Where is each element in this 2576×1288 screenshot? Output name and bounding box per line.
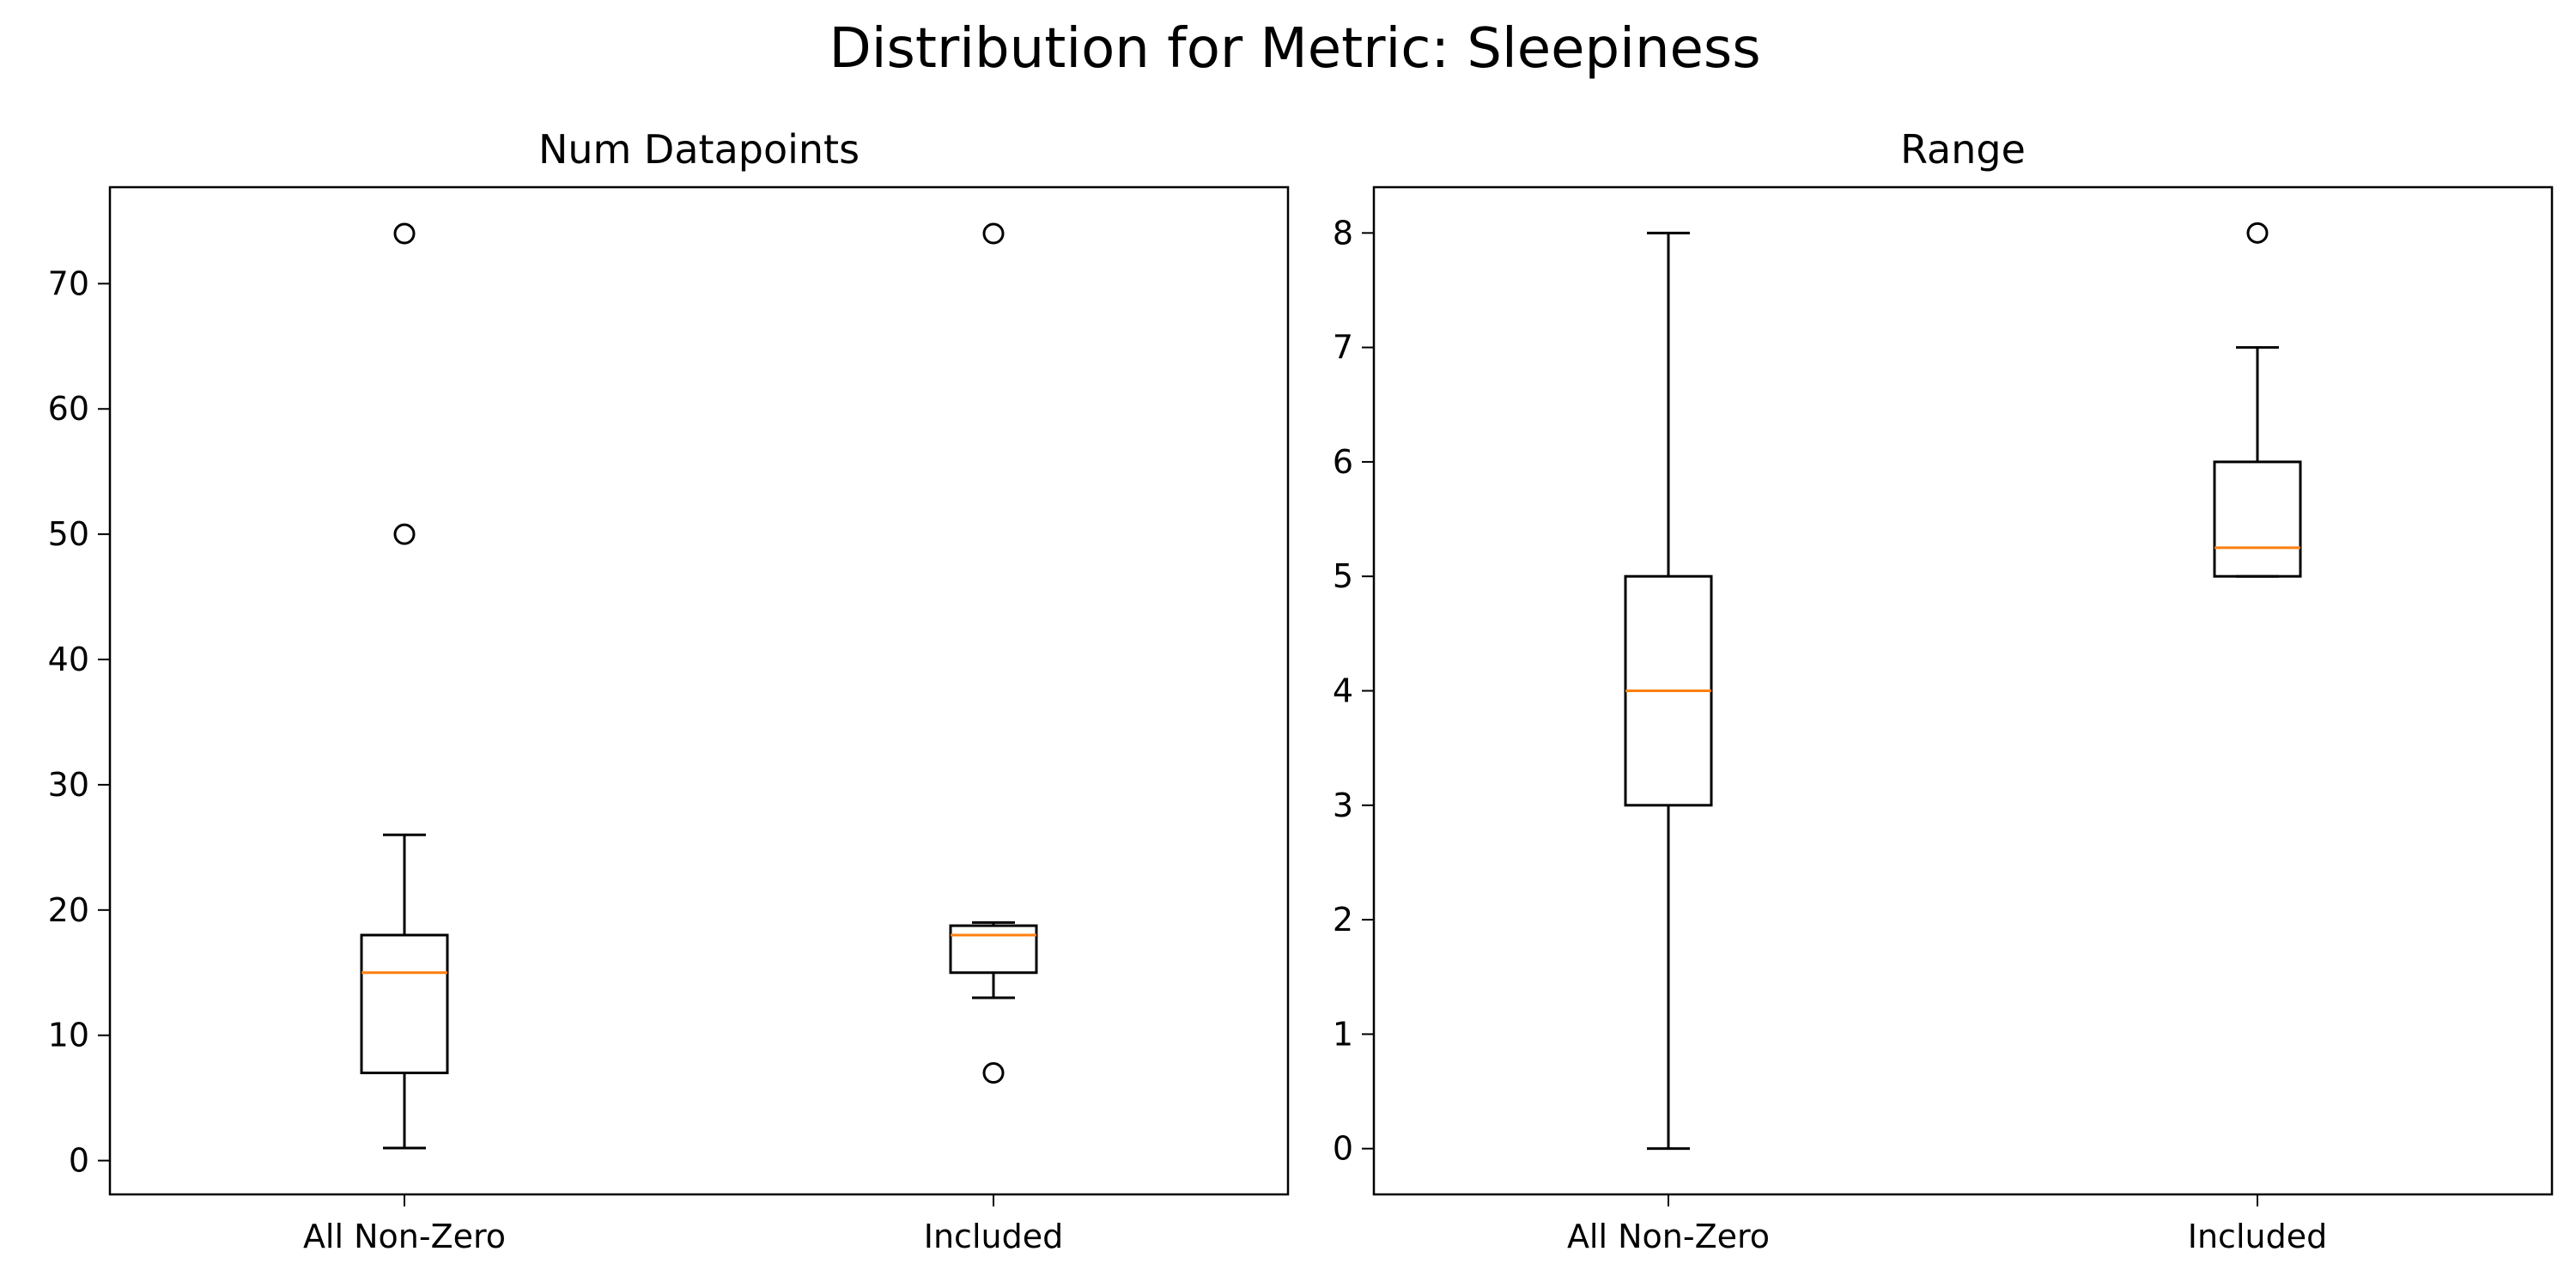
y-tick-label: 6 (1333, 443, 1353, 481)
y-tick-label: 7 (1333, 329, 1353, 367)
y-tick-label: 10 (48, 1017, 89, 1054)
outlier-point (393, 222, 416, 245)
y-tick-label: 3 (1333, 787, 1353, 824)
subplot-title: Num Datapoints (538, 126, 860, 173)
y-tick-label: 1 (1333, 1015, 1353, 1053)
box-1 (1624, 231, 1713, 1151)
y-tick-label: 2 (1333, 901, 1353, 939)
subplot-2: Range 0 1 2 3 4 5 6 7 8 All Non-Zero Included (1333, 126, 2554, 1255)
box-1 (360, 222, 449, 1150)
y-tick-label: 60 (48, 390, 89, 428)
outlier-point (393, 523, 416, 545)
y-tick-label: 20 (48, 891, 89, 929)
box-2 (2213, 222, 2302, 578)
iqr-box (360, 933, 449, 1074)
y-tick-label: 50 (48, 515, 89, 553)
subplot-title: Range (1900, 126, 2026, 173)
y-tick-label: 4 (1333, 672, 1353, 710)
y-tick-label: 0 (1333, 1130, 1353, 1168)
figure-suptitle: Distribution for Metric: Sleepiness (829, 17, 1760, 81)
y-tick-label: 30 (48, 766, 89, 804)
outlier-point (982, 1061, 1005, 1084)
x-tick-label: All Non-Zero (1567, 1218, 1770, 1255)
box-2 (949, 222, 1038, 1084)
x-tick-label: All Non-Zero (303, 1218, 506, 1255)
y-tick-label: 40 (48, 641, 89, 678)
outlier-point (2246, 222, 2269, 244)
iqr-box (949, 924, 1038, 975)
y-tick-label: 5 (1333, 557, 1353, 595)
x-tick-label: Included (2188, 1218, 2327, 1255)
x-tick-label: Included (924, 1218, 1063, 1255)
y-tick-label: 0 (69, 1142, 89, 1180)
axes-frame (1372, 185, 2554, 1196)
subplot-1: Num Datapoints 0 10 20 30 40 50 60 70 All Non-Zer… (48, 126, 1290, 1255)
outlier-point (982, 222, 1005, 245)
y-tick-label: 8 (1333, 214, 1353, 252)
iqr-box (2213, 460, 2302, 578)
y-tick-label: 70 (48, 264, 89, 302)
axes-frame (108, 185, 1290, 1196)
